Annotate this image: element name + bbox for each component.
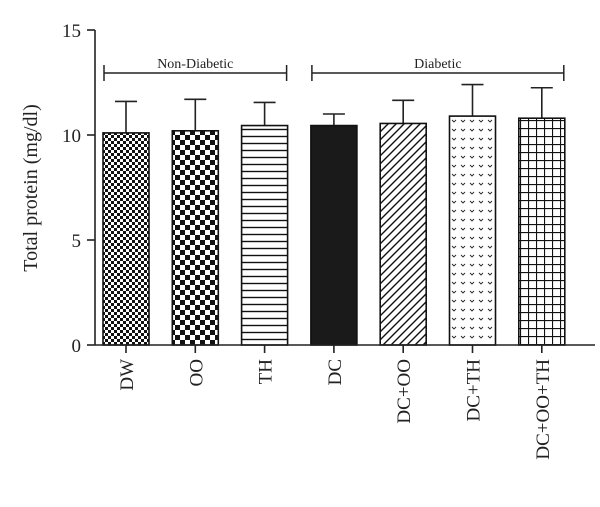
y-tick-label: 10: [62, 126, 81, 147]
x-tick-label: DW: [117, 359, 138, 391]
x-tick-label: DC: [325, 359, 346, 385]
bar-th: [240, 124, 289, 346]
x-tick-label: TH: [256, 359, 277, 385]
x-tick-label: DC+OO: [394, 359, 415, 424]
x-ticks: DW OO TH DC DC+OO DC+TH DC+OO+TH: [117, 345, 554, 460]
bars: [102, 115, 566, 346]
y-ticks: 0 5 10 15: [62, 21, 95, 357]
group-label: Non-Diabetic: [157, 57, 233, 72]
x-tick-label: DC+TH: [464, 359, 485, 422]
error-bars: [115, 83, 553, 133]
y-axis-label: Total protein (mg/dl): [20, 104, 42, 271]
x-tick-label: OO: [186, 359, 207, 386]
bar-dc: [310, 124, 358, 346]
bar-oo: [171, 130, 220, 346]
bar-dc-th: [448, 115, 497, 346]
bracket-label-bg: [147, 61, 244, 71]
y-tick-label: 15: [62, 21, 81, 42]
bar-dw: [102, 132, 150, 346]
group-brackets: Non-Diabetic Diabetic: [103, 57, 565, 81]
bar-dc-oo: [379, 122, 428, 346]
bracket-label-bg: [404, 61, 472, 71]
group-label: Diabetic: [414, 57, 461, 72]
y-tick-label: 0: [72, 336, 82, 357]
bar-dc-oo-th: [517, 117, 566, 346]
y-tick-label: 5: [72, 231, 82, 252]
x-tick-label: DC+OO+TH: [533, 359, 554, 460]
